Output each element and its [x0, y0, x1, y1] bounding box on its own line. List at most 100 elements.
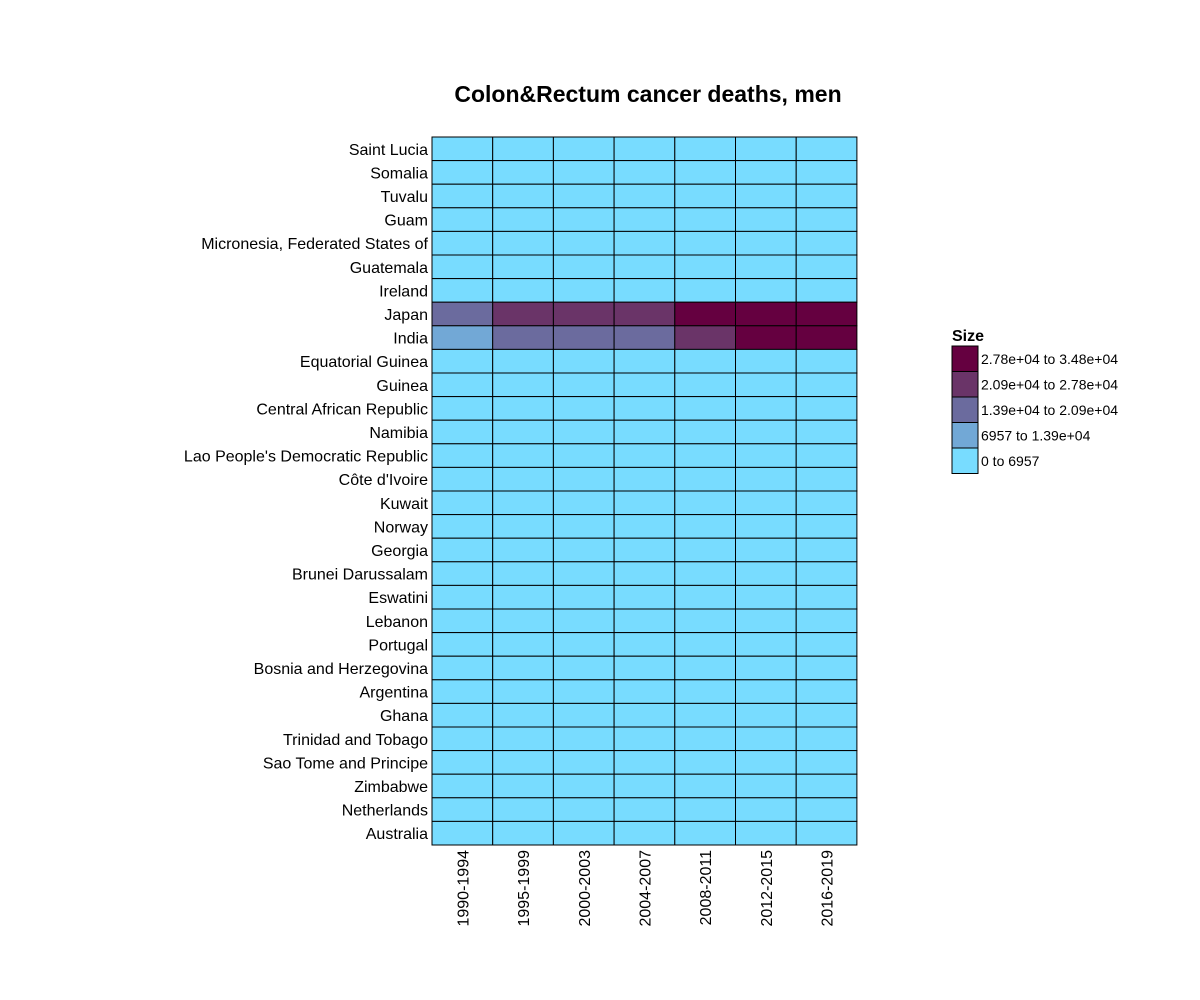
- heatmap-cell: [613, 514, 676, 539]
- heatmap-cell: [735, 490, 797, 516]
- heatmap-cell: [431, 584, 494, 610]
- y-tick-label: Australia: [366, 826, 428, 843]
- heatmap-cell: [613, 466, 676, 492]
- heatmap-cell: [552, 325, 615, 350]
- heatmap-cell: [552, 443, 615, 468]
- heatmap-cell: [431, 702, 494, 728]
- heatmap-cell: [795, 584, 858, 610]
- heatmap-cell: [674, 584, 736, 610]
- y-tick-label: Ireland: [379, 283, 428, 300]
- heatmap-cell: [795, 254, 858, 280]
- heatmap-cell: [613, 301, 676, 327]
- y-tick-label: Zimbabwe: [354, 779, 428, 796]
- heatmap-cell: [613, 160, 676, 185]
- heatmap-cell: [552, 797, 615, 822]
- heatmap-cell: [492, 490, 554, 516]
- heatmap-cell: [552, 490, 615, 516]
- legend-label: 0 to 6957: [981, 453, 1040, 469]
- heatmap-cell: [431, 160, 494, 185]
- heatmap-cell: [552, 537, 615, 563]
- heatmap-cell: [552, 278, 615, 303]
- heatmap-cell: [492, 443, 554, 468]
- heatmap-cell: [431, 514, 494, 539]
- heatmap-cell: [795, 278, 858, 303]
- heatmap-cell: [492, 396, 554, 421]
- heatmap-cell: [735, 514, 797, 539]
- y-tick-label: Côte d'Ivoire: [339, 472, 428, 489]
- heatmap-cell: [674, 325, 736, 350]
- heatmap-cell: [431, 419, 494, 445]
- heatmap-cell: [674, 419, 736, 445]
- x-tick-label: 2004-2007: [637, 850, 654, 927]
- heatmap-cell: [431, 820, 494, 846]
- heatmap-cell: [613, 348, 676, 374]
- x-axis-labels: 1990-1994 1995-1999 2000-2003 2004-2007 2008…: [455, 850, 836, 927]
- y-tick-label: Trinidad and Tobago: [283, 732, 428, 749]
- x-tick-label: 2012-2015: [759, 850, 776, 927]
- heatmap-cell: [795, 490, 858, 516]
- x-tick-label: 2016-2019: [820, 850, 837, 927]
- y-tick-label: Argentina: [360, 685, 429, 702]
- heatmap-cell: [674, 254, 736, 280]
- legend-label: 2.78e+04 to 3.48e+04: [981, 351, 1118, 367]
- heatmap-cell: [492, 632, 554, 657]
- y-tick-label: Norway: [374, 519, 428, 536]
- heatmap-cell: [431, 183, 494, 209]
- heatmap-cell: [492, 348, 554, 374]
- heatmap-cell: [674, 773, 736, 799]
- y-tick-label: Tuvalu: [381, 189, 428, 206]
- legend-title: Size: [952, 328, 984, 345]
- heatmap-cell: [795, 136, 858, 162]
- legend-swatch: [951, 447, 979, 474]
- x-tick-label: 2000-2003: [577, 850, 594, 927]
- heatmap-cell: [795, 514, 858, 539]
- heatmap-cell: [431, 396, 494, 421]
- heatmap-cell: [735, 584, 797, 610]
- y-axis-labels: Saint Lucia Somalia Tuvalu Guam Micronesia, …: [184, 142, 429, 843]
- heatmap-cell: [552, 750, 615, 775]
- heatmap-cell: [552, 348, 615, 374]
- heatmap-cell: [431, 348, 494, 374]
- legend-label: 2.09e+04 to 2.78e+04: [981, 376, 1118, 392]
- heatmap-cell: [431, 608, 494, 634]
- heatmap-cell: [735, 537, 797, 563]
- heatmap-cell: [674, 278, 736, 303]
- heatmap-cell: [552, 702, 615, 728]
- heatmap-cell: [674, 537, 736, 563]
- legend-swatch: [951, 422, 979, 449]
- heatmap-cell: [795, 443, 858, 468]
- heatmap-cell: [613, 679, 676, 704]
- y-tick-label: Lebanon: [366, 614, 428, 631]
- heatmap-cell: [492, 608, 554, 634]
- heatmap-cell: [492, 702, 554, 728]
- heatmap-cell: [613, 207, 676, 232]
- heatmap-cell: [613, 608, 676, 634]
- y-tick-label: Georgia: [371, 543, 428, 560]
- heatmap-cell: [492, 466, 554, 492]
- heatmap-cell: [795, 466, 858, 492]
- heatmap-cell: [431, 561, 494, 586]
- heatmap-cell: [674, 372, 736, 398]
- heatmap-cell: [674, 443, 736, 468]
- heatmap-cell: [735, 348, 797, 374]
- heatmap-cell: [492, 514, 554, 539]
- y-tick-label: Kuwait: [380, 496, 429, 513]
- heatmap-cell: [674, 396, 736, 421]
- legend-label: 1.39e+04 to 2.09e+04: [981, 402, 1118, 418]
- heatmap-cell: [674, 348, 736, 374]
- heatmap-cell: [735, 254, 797, 280]
- heatmap-cell: [735, 230, 797, 256]
- heatmap-cell: [674, 561, 736, 586]
- x-tick-label: 2008-2011: [698, 850, 715, 925]
- heatmap-cell: [552, 584, 615, 610]
- heatmap-cell: [552, 396, 615, 421]
- heatmap-cell: [492, 655, 554, 681]
- heatmap-cell: [492, 820, 554, 846]
- heatmap-cell: [735, 278, 797, 303]
- heatmap-cell: [552, 301, 615, 327]
- y-tick-label: Sao Tome and Principe: [263, 755, 428, 772]
- heatmap-cell: [735, 419, 797, 445]
- y-tick-label: Guam: [384, 213, 428, 230]
- heatmap-cell: [674, 301, 736, 327]
- heatmap-cell: [492, 372, 554, 398]
